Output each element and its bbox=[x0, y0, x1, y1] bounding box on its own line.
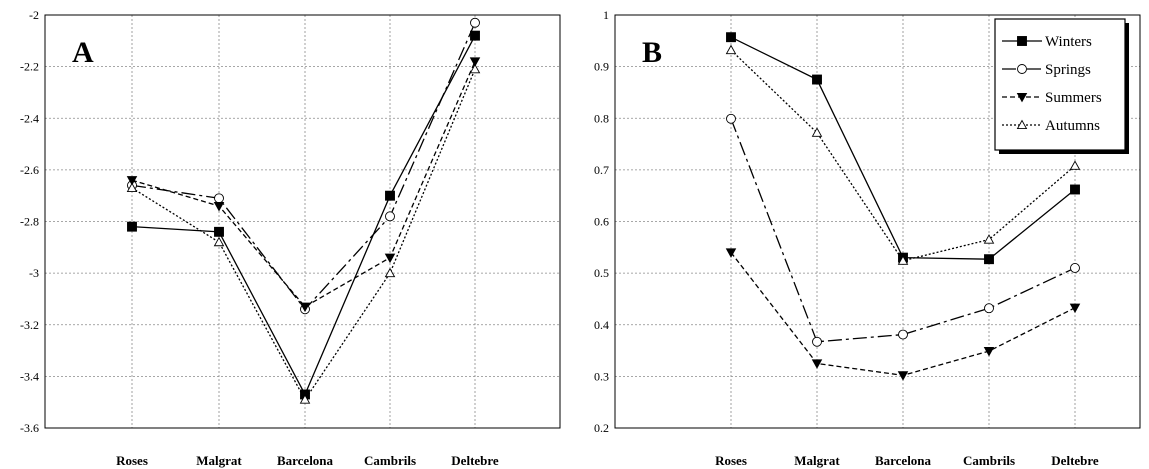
panel-a-series-1-point bbox=[385, 190, 395, 201]
panel-a-series-4-line bbox=[131, 68, 476, 401]
panel-a-series-3-point bbox=[213, 201, 225, 212]
panel-b-series-3-point bbox=[811, 359, 823, 369]
legend-item-1-label: Winters bbox=[1045, 34, 1092, 50]
panel-a-x-tick-label: Roses bbox=[116, 453, 148, 468]
panel-b-series-4-point bbox=[983, 234, 995, 244]
panel-a-series-2-line bbox=[131, 22, 476, 311]
legend-item-2-marker bbox=[1017, 64, 1027, 74]
panel-a-series-4-point bbox=[299, 394, 311, 404]
panel-a-series-4-point bbox=[213, 236, 225, 247]
panel-a-series-2 bbox=[127, 17, 480, 315]
panel-a-y-tick-label: -2.4 bbox=[20, 111, 39, 125]
panel-b-series-3-point bbox=[983, 347, 995, 357]
panel-a-y-tick-label: -3.2 bbox=[20, 318, 39, 332]
panel-b-x-tick-label: Cambrils bbox=[963, 453, 1015, 468]
panel-a-y-tick-label: -2.8 bbox=[20, 215, 39, 229]
panel-b-y-tick-label: 0.2 bbox=[594, 421, 609, 435]
panel-a-series-3-point bbox=[384, 253, 396, 264]
panel-b-y-tick-label: 0.6 bbox=[594, 215, 609, 229]
panel-b-y-tick-label: 0.5 bbox=[594, 266, 609, 280]
panel-b-series-1-point bbox=[812, 74, 822, 85]
panel-b-series-2-point bbox=[1070, 263, 1080, 273]
panel-a-series-1-point bbox=[214, 226, 224, 237]
panel-a-label: A bbox=[72, 36, 94, 69]
panel-b-y-tick-label: 1 bbox=[603, 8, 609, 22]
panel-b-series-3-point bbox=[725, 248, 737, 258]
panel-a-series-3-point bbox=[469, 57, 481, 67]
panel-b-x-tick-label: Roses bbox=[715, 453, 747, 468]
panel-a-y-tick-label: -3 bbox=[29, 266, 39, 280]
legend-item-4: Autumns bbox=[1002, 118, 1100, 134]
panel-b-series-2-point bbox=[984, 303, 994, 314]
panel-a-series-3 bbox=[126, 57, 481, 313]
panel-a-y-tick-label: -3.4 bbox=[20, 369, 39, 383]
panel-a-x-tick-label: Barcelona bbox=[277, 453, 334, 468]
panel-b-series-2 bbox=[726, 113, 1080, 347]
panel-b-y-tick-label: 0.3 bbox=[594, 369, 609, 383]
panel-a-series-4 bbox=[126, 63, 481, 404]
legend-item-4-label: Autumns bbox=[1045, 118, 1100, 134]
panel-b-series-4-point bbox=[811, 127, 823, 137]
panel-b-series-3 bbox=[725, 248, 1081, 381]
panel-a-series-4-point bbox=[126, 182, 138, 192]
panel-b-series-2-point bbox=[812, 336, 822, 347]
panel-b-series-1-point bbox=[726, 32, 736, 43]
panel-b-series-4-point bbox=[897, 255, 909, 265]
panel-a-y-tick-label: -2.6 bbox=[20, 163, 39, 177]
panel-b-y-tick-label: 0.8 bbox=[594, 111, 609, 125]
panel-b-x-tick-label: Malgrat bbox=[794, 453, 840, 468]
panel-a-plot-frame bbox=[44, 14, 561, 429]
panel-b-series-1-point bbox=[1070, 184, 1080, 195]
panel-b-label: B bbox=[642, 36, 662, 69]
legend-item-1-marker bbox=[1017, 36, 1027, 46]
legend-item-1: Winters bbox=[1002, 34, 1092, 50]
panel-b: 1 0.9 0.8 0.7 0.6 0.5 0.4 0.3 0.2 Roses Malgrat Bar… bbox=[594, 8, 1141, 468]
panel-a-x-tick-label: Cambrils bbox=[364, 453, 416, 468]
panel-b-series-4 bbox=[725, 44, 1081, 265]
panel-b-x-tick-label: Barcelona bbox=[875, 453, 932, 468]
legend-item-3-label: Summers bbox=[1045, 90, 1102, 106]
panel-a-series-2-point bbox=[214, 193, 224, 204]
legend-item-2-label: Springs bbox=[1045, 62, 1091, 78]
panel-a-series-3-line bbox=[131, 61, 476, 308]
legend-item-2: Springs bbox=[1002, 62, 1091, 78]
legend: Winters Springs Summers Autumns bbox=[994, 18, 1129, 154]
panel-b-series-2-point bbox=[898, 329, 908, 340]
panel-b-series-2-point bbox=[726, 113, 736, 124]
panel-a-series-4-point bbox=[384, 267, 396, 278]
panel-a-series-1 bbox=[127, 30, 480, 400]
panel-b-plot-frame bbox=[614, 14, 1141, 429]
panel-a-y-tick-label: -2.2 bbox=[20, 60, 39, 74]
panel-a-x-tick-label: Deltebre bbox=[451, 453, 499, 468]
panel-a-y-tick-label: -2 bbox=[29, 8, 39, 22]
panel-b-series-3-point bbox=[897, 371, 909, 381]
panel-a: -2 -2.2 -2.4 -2.6 -2.8 -3 -3.2 -3.4 -3.6 Roses Mal… bbox=[20, 8, 561, 468]
legend-item-3: Summers bbox=[1002, 90, 1102, 106]
panel-a-x-tick-label: Malgrat bbox=[196, 453, 242, 468]
legend-item-4-marker bbox=[1016, 119, 1028, 130]
panel-b-y-tick-label: 0.4 bbox=[594, 318, 609, 332]
panel-a-series-2-point bbox=[470, 17, 480, 28]
panel-b-series-4-point bbox=[1069, 160, 1081, 170]
panel-b-y-tick-label: 0.7 bbox=[594, 163, 609, 177]
panel-b-x-tick-label: Deltebre bbox=[1051, 453, 1099, 468]
panel-b-series-1-point bbox=[984, 254, 994, 265]
legend-item-3-marker bbox=[1016, 92, 1028, 103]
panel-a-grid: -2 -2.2 -2.4 -2.6 -2.8 -3 -3.2 -3.4 -3.6 Roses Mal… bbox=[20, 8, 561, 468]
panel-a-y-tick-label: -3.6 bbox=[20, 421, 39, 435]
panel-a-series-4-point bbox=[469, 63, 481, 74]
panel-a-series-1-point bbox=[127, 221, 137, 232]
panel-a-series-2-point bbox=[385, 211, 395, 222]
panel-a-series-1-line bbox=[131, 35, 476, 396]
panel-b-series-4-point bbox=[725, 44, 737, 55]
panel-b-y-tick-label: 0.9 bbox=[594, 60, 609, 74]
panel-a-series-3-point bbox=[299, 302, 311, 313]
panel-b-series-3-point bbox=[1069, 303, 1081, 314]
panel-a-series-3-point bbox=[126, 176, 138, 186]
panel-a-series-1-point bbox=[470, 30, 480, 41]
